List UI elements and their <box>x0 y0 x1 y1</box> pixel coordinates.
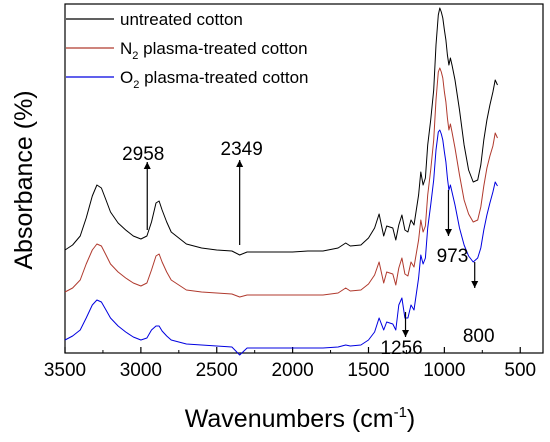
series-line-3 <box>64 129 498 356</box>
annotation-label-800: 800 <box>463 326 495 347</box>
plot-frame <box>64 3 544 354</box>
x-tick-label-3000: 3000 <box>120 360 162 381</box>
legend-label-n2-sub: 2 <box>132 50 138 62</box>
series-layer <box>64 7 498 356</box>
legend-label-n2-tail: plasma-treated cotton <box>138 39 307 58</box>
x-axis-title-sup: -1 <box>394 404 407 421</box>
x-axis-title: Wavenumbers (cm-1) <box>185 404 416 433</box>
x-axis-ticks: 3500 3000 2500 2000 1500 1000 500 <box>44 347 536 381</box>
x-tick-label-1500: 1500 <box>347 360 389 381</box>
series-line-1 <box>64 7 498 256</box>
x-tick-label-500: 500 <box>504 360 536 381</box>
annotation-arrowhead-2349 <box>236 160 244 167</box>
x-axis-title-main: Wavenumbers (cm <box>185 405 394 433</box>
legend-label-o2-tail: plasma-treated cotton <box>139 68 308 87</box>
annotation-arrowhead-973 <box>444 229 452 236</box>
annotation-label-2349: 2349 <box>221 139 263 160</box>
annotation-arrowhead-2958 <box>143 162 151 169</box>
annotations: 2958 2349 1256 973 800 <box>122 139 494 359</box>
annotation-arrowhead-800 <box>471 281 479 288</box>
legend-label-o2-main: O <box>120 68 133 87</box>
legend-label-n2-main: N <box>120 39 132 58</box>
series-line-2 <box>64 67 498 298</box>
annotation-label-2958: 2958 <box>122 144 164 165</box>
legend-label-untreated: untreated cotton <box>120 10 243 29</box>
x-tick-label-2000: 2000 <box>271 360 313 381</box>
annotation-label-973: 973 <box>437 246 469 267</box>
legend-label-o2: O2 plasma-treated cotton <box>120 68 309 91</box>
x-tick-label-3500: 3500 <box>44 360 86 381</box>
annotation-arrowhead-1256 <box>402 330 410 337</box>
annotation-label-1256: 1256 <box>380 338 422 359</box>
x-tick-label-2500: 2500 <box>196 360 238 381</box>
legend-label-o2-sub: 2 <box>133 79 139 91</box>
legend: untreated cotton N2 plasma-treated cotto… <box>66 10 309 91</box>
legend-label-n2: N2 plasma-treated cotton <box>120 39 308 62</box>
y-axis-title: Absorbance (%) <box>10 90 38 269</box>
x-tick-label-1000: 1000 <box>423 360 465 381</box>
x-axis-title-suffix: ) <box>407 405 415 433</box>
